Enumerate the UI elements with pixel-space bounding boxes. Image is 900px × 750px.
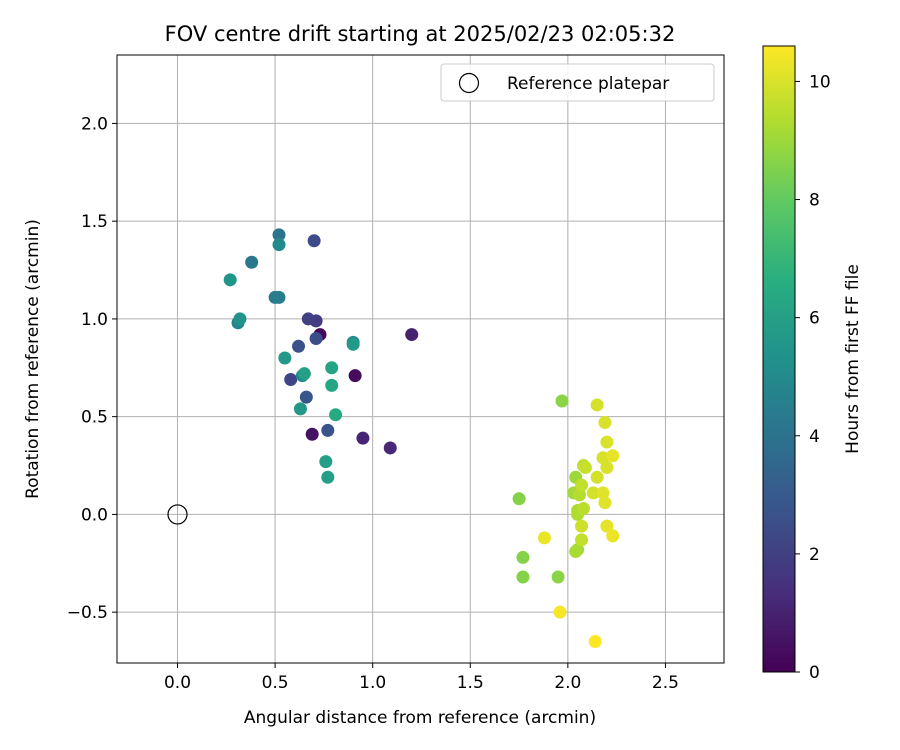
data-point [600, 435, 614, 449]
data-point [321, 470, 335, 484]
colorbar [762, 45, 796, 673]
plot-area [117, 55, 724, 663]
x-tick-label: 1.5 [457, 673, 484, 693]
scatter-points [223, 228, 620, 648]
colorbar-label: Hours from first FF file [843, 264, 863, 454]
data-point [578, 461, 592, 475]
y-tick-label: 1.5 [81, 212, 108, 232]
data-point [356, 431, 370, 445]
data-point [555, 394, 569, 408]
data-point [573, 488, 587, 502]
colorbar-ticks: 0 2 4 6 8 10 [795, 72, 831, 683]
data-point [299, 390, 313, 404]
colorbar-tick-label: 2 [809, 545, 820, 565]
chart-title: FOV centre drift starting at 2025/02/23 … [165, 22, 676, 46]
data-point [590, 398, 604, 412]
y-axis-ticks: −0.5 0.0 0.5 1.0 1.5 2.0 [67, 114, 117, 623]
y-tick-label: −0.5 [67, 603, 108, 623]
reference-platepar-marker [167, 504, 188, 525]
data-point [233, 312, 247, 326]
data-point [606, 449, 620, 463]
data-point [537, 531, 551, 545]
grid-lines [117, 55, 724, 663]
x-tick-label: 2.5 [652, 673, 679, 693]
data-point [551, 570, 565, 584]
x-tick-label: 0.0 [164, 673, 191, 693]
y-axis-label: Rotation from reference (arcmin) [23, 219, 43, 499]
colorbar-tick-label: 4 [809, 427, 820, 447]
data-point [245, 255, 259, 269]
y-tick-label: 1.0 [81, 310, 108, 330]
colorbar-tick-label: 6 [809, 309, 820, 329]
data-point [405, 328, 419, 342]
data-point [346, 337, 360, 351]
legend: Reference platepar [440, 63, 715, 102]
data-point [575, 519, 589, 533]
data-point [576, 502, 590, 516]
data-point [307, 234, 321, 248]
data-point [348, 369, 362, 383]
y-tick-label: 0.0 [81, 505, 108, 525]
data-point [301, 312, 315, 326]
data-point [284, 373, 298, 387]
x-axis-label: Angular distance from reference (arcmin) [244, 708, 596, 728]
data-point [272, 290, 286, 304]
data-point [512, 492, 526, 506]
data-point [272, 228, 286, 242]
data-point [553, 605, 567, 619]
data-point [590, 470, 604, 484]
colorbar-tick-label: 10 [809, 72, 831, 92]
data-point [321, 423, 335, 437]
legend-entry-label: Reference platepar [507, 74, 669, 94]
data-point [600, 519, 614, 533]
data-point [569, 545, 583, 559]
x-axis-ticks: 0.0 0.5 1.0 1.5 2.0 2.5 [164, 663, 679, 693]
data-point [383, 441, 397, 455]
data-point [292, 339, 306, 353]
data-point [596, 486, 610, 500]
data-point [305, 427, 319, 441]
plot-frame [116, 54, 725, 664]
x-tick-label: 2.0 [554, 673, 581, 693]
colorbar-tick-label: 8 [809, 191, 820, 211]
data-point [293, 402, 307, 416]
data-point [598, 496, 612, 510]
data-point [278, 351, 292, 365]
data-point [223, 273, 237, 287]
data-point [319, 455, 333, 469]
data-point [575, 478, 589, 492]
y-tick-label: 2.0 [81, 114, 108, 134]
data-point [516, 570, 530, 584]
data-point [596, 451, 610, 465]
data-point [325, 361, 339, 375]
reference-marker-group [167, 504, 188, 525]
data-point [297, 367, 311, 381]
x-tick-label: 1.0 [359, 673, 386, 693]
data-point [586, 486, 600, 500]
data-point [329, 408, 343, 422]
data-point [272, 238, 286, 252]
data-point [606, 529, 620, 543]
legend-marker-circle [458, 72, 480, 94]
data-point [575, 533, 589, 547]
legend-box [440, 63, 715, 102]
data-point [325, 378, 339, 392]
data-point [598, 416, 612, 430]
x-tick-label: 0.5 [262, 673, 289, 693]
data-point [516, 550, 530, 564]
data-point [600, 461, 614, 475]
colorbar-tick-label: 0 [809, 663, 820, 683]
data-point [588, 634, 602, 648]
y-tick-label: 0.5 [81, 408, 108, 428]
data-point [309, 331, 323, 345]
